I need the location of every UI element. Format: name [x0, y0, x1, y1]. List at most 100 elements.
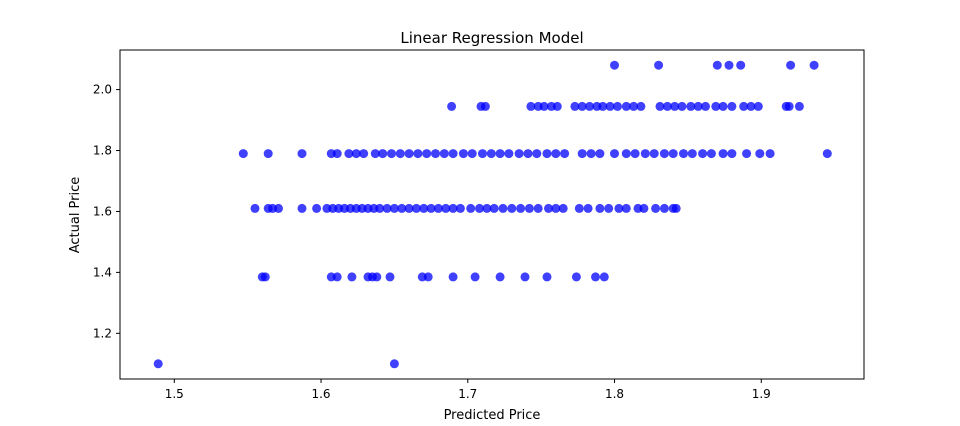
- data-point-40: [404, 203, 414, 213]
- data-point-26: [312, 203, 322, 213]
- data-point-125: [526, 101, 536, 111]
- data-point-67: [639, 203, 649, 213]
- data-point-57: [544, 203, 553, 213]
- data-point-16: [520, 272, 530, 282]
- data-point-116: [718, 149, 728, 159]
- data-point-81: [378, 149, 388, 159]
- data-point-5: [332, 272, 342, 282]
- data-point-135: [605, 101, 615, 111]
- data-point-102: [577, 149, 587, 159]
- data-point-36: [375, 203, 385, 213]
- data-point-156: [610, 60, 619, 70]
- data-point-18: [571, 272, 581, 282]
- data-point-119: [755, 149, 765, 159]
- data-point-92: [478, 149, 487, 159]
- data-point-120: [765, 149, 775, 159]
- data-point-151: [746, 101, 756, 111]
- data-point-19: [591, 272, 600, 282]
- data-point-139: [636, 101, 646, 111]
- data-point-107: [630, 149, 640, 159]
- data-point-154: [784, 101, 794, 111]
- data-point-97: [523, 149, 533, 159]
- data-point-103: [586, 149, 596, 159]
- data-point-104: [595, 149, 605, 159]
- data-point-137: [621, 101, 631, 111]
- data-point-15: [495, 272, 505, 282]
- data-point-64: [614, 203, 624, 213]
- data-point-68: [651, 203, 661, 213]
- data-point-62: [595, 203, 605, 213]
- data-point-150: [739, 101, 749, 111]
- data-point-149: [727, 101, 737, 111]
- data-point-51: [489, 203, 499, 213]
- data-point-94: [495, 149, 505, 159]
- data-point-105: [610, 149, 619, 159]
- plot-area-frame: [119, 49, 865, 380]
- data-point-61: [583, 203, 593, 213]
- data-point-159: [724, 60, 734, 70]
- data-point-59: [558, 203, 568, 213]
- data-point-43: [426, 203, 436, 213]
- data-point-21: [250, 203, 260, 213]
- data-point-76: [332, 149, 342, 159]
- data-point-138: [629, 101, 639, 111]
- data-point-44: [433, 203, 443, 213]
- data-point-14: [470, 272, 480, 282]
- data-point-146: [701, 101, 710, 111]
- data-point-12: [423, 272, 433, 282]
- data-point-115: [706, 149, 716, 159]
- y-tick-label: 2.0: [93, 83, 112, 97]
- data-point-79: [359, 149, 369, 159]
- data-point-42: [419, 203, 429, 213]
- data-point-127: [539, 101, 549, 111]
- data-point-100: [551, 149, 561, 159]
- data-point-140: [655, 101, 665, 111]
- data-point-99: [542, 149, 552, 159]
- data-point-60: [574, 203, 584, 213]
- data-point-63: [604, 203, 614, 213]
- data-point-143: [677, 101, 687, 111]
- data-points: [153, 60, 832, 369]
- data-point-142: [670, 101, 680, 111]
- data-point-130: [570, 101, 580, 111]
- data-point-118: [742, 149, 752, 159]
- data-point-131: [577, 101, 587, 111]
- data-point-82: [387, 149, 396, 159]
- data-point-152: [753, 101, 763, 111]
- data-point-53: [507, 203, 517, 213]
- data-point-58: [551, 203, 561, 213]
- data-point-24: [274, 203, 283, 213]
- x-tick-label: 1.9: [752, 387, 771, 401]
- data-point-74: [297, 149, 307, 159]
- data-point-73: [263, 149, 273, 159]
- x-tick-label: 1.8: [605, 387, 624, 401]
- data-point-148: [718, 101, 728, 111]
- data-point-113: [687, 149, 697, 159]
- x-tick-label: 1.7: [458, 387, 477, 401]
- y-tick-label: 1.2: [93, 326, 112, 340]
- data-point-144: [686, 101, 696, 111]
- data-point-145: [693, 101, 703, 111]
- data-point-108: [640, 149, 650, 159]
- data-point-110: [659, 149, 669, 159]
- data-point-111: [668, 149, 678, 159]
- y-tick-label: 1.8: [93, 144, 112, 158]
- data-point-121: [822, 149, 832, 159]
- data-point-69: [659, 203, 669, 213]
- data-point-9: [372, 272, 382, 282]
- data-point-134: [598, 101, 608, 111]
- data-point-147: [711, 101, 721, 111]
- data-point-95: [504, 149, 514, 159]
- data-point-86: [422, 149, 432, 159]
- data-point-88: [439, 149, 449, 159]
- x-axis-label: Predicted Price: [444, 408, 541, 423]
- x-tick-label: 1.5: [165, 387, 184, 401]
- data-point-52: [498, 203, 508, 213]
- data-point-91: [467, 149, 477, 159]
- data-point-155: [794, 101, 804, 111]
- data-point-112: [679, 149, 688, 159]
- y-tick-label: 1.4: [93, 265, 112, 279]
- data-point-158: [712, 60, 722, 70]
